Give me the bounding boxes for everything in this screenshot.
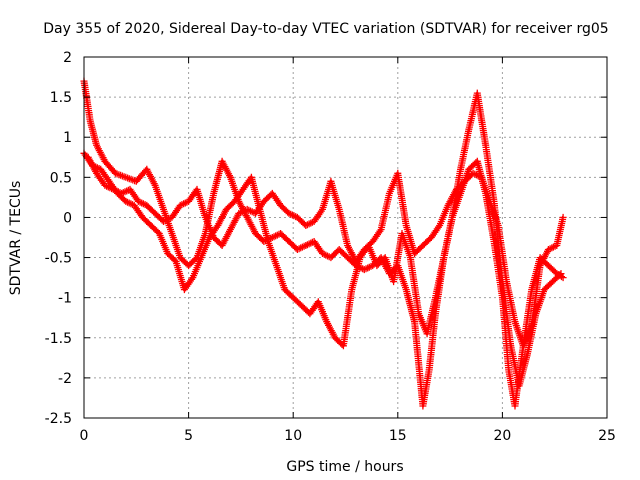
y-tick-label: 2 <box>63 50 72 66</box>
y-tick-label: -0.5 <box>45 251 72 267</box>
x-tick-label: 0 <box>80 428 89 444</box>
y-tick-label: 0 <box>63 210 72 226</box>
y-tick-label: 0.5 <box>50 170 72 186</box>
y-axis-label: SDTVAR / TECUs <box>8 181 24 296</box>
x-tick-label: 20 <box>493 428 511 444</box>
series-3-markers <box>84 153 567 350</box>
plot-frame <box>83 56 608 419</box>
y-tick-label: 1.5 <box>50 90 72 106</box>
chart-title: Day 355 of 2020, Sidereal Day-to-day VTE… <box>43 21 608 37</box>
y-tick-label: 1 <box>63 130 72 146</box>
x-tick-label: 25 <box>598 428 616 444</box>
axes: 0 5 10 15 20 25 -2.5 -2 -1.5 -1 -0.5 0 0.5 1 1.5 2 <box>45 50 616 444</box>
x-tick-label: 5 <box>184 428 193 444</box>
x-tick-label: 10 <box>284 428 302 444</box>
y-tick-label: -1 <box>58 291 72 307</box>
y-tick-label: -1.5 <box>45 331 72 347</box>
x-tick-label: 15 <box>389 428 407 444</box>
series-3 <box>84 153 567 350</box>
y-tick-label: -2 <box>58 371 72 387</box>
x-axis-label: GPS time / hours <box>286 459 403 475</box>
y-tick-label: -2.5 <box>45 411 72 427</box>
